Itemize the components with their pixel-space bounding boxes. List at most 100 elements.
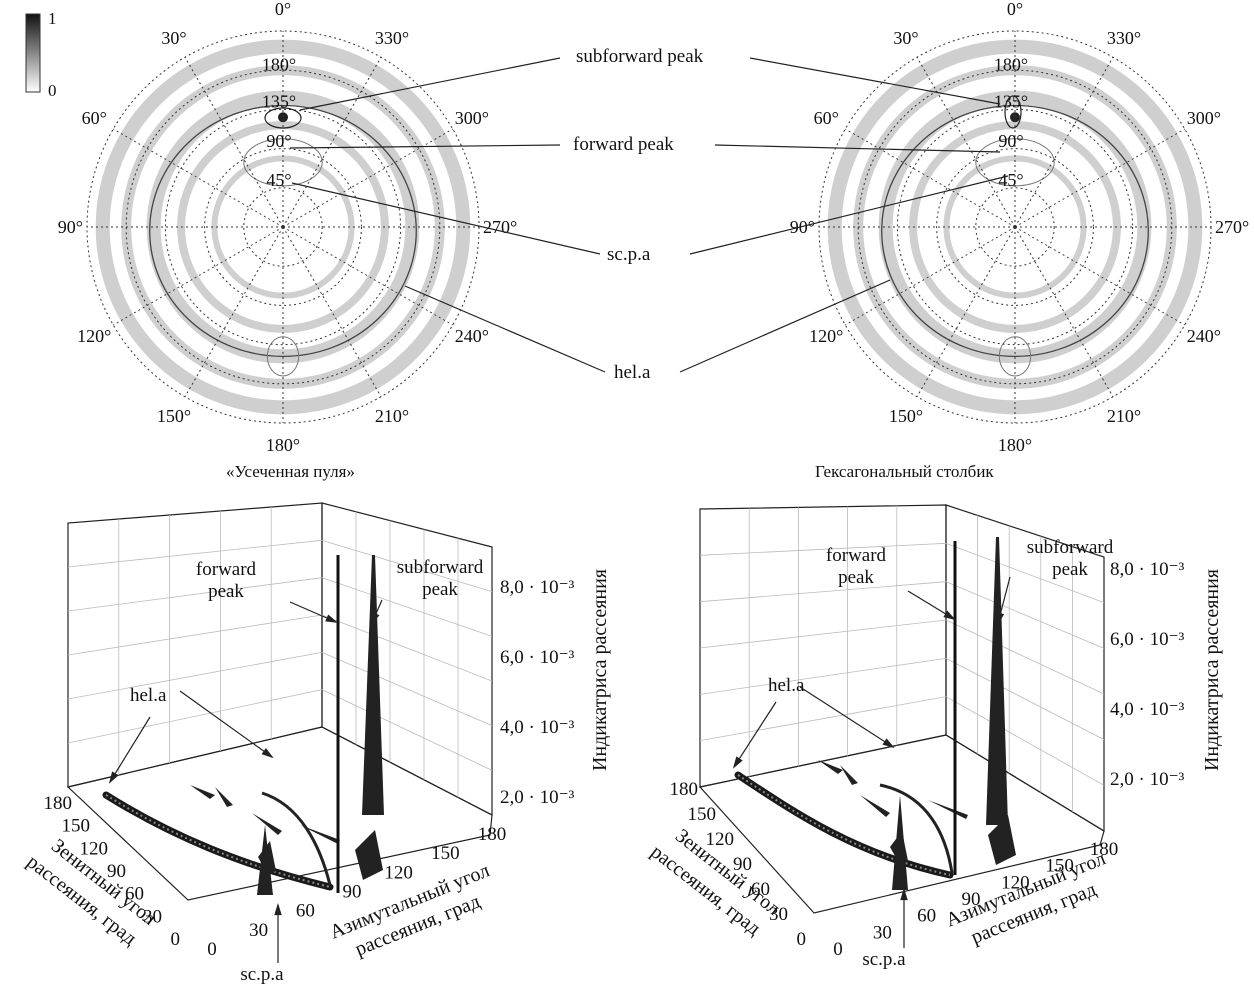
grid-line — [67, 689, 323, 744]
z-tick-label: 4,0 · 10⁻³ — [500, 717, 575, 738]
arrow-line — [733, 701, 777, 768]
z-axis-title: Индикатриса рассеяния — [589, 569, 611, 771]
z-tick-label: 2,0 · 10⁻³ — [500, 787, 575, 808]
zenith-tick-label: 30 — [769, 904, 788, 925]
zenith-label: 180° — [994, 54, 1028, 74]
wall-grid — [67, 507, 493, 798]
azimuth-label: 300° — [455, 108, 489, 128]
hela-label: hel.a — [614, 362, 651, 383]
z-tick-label: 6,0 · 10⁻³ — [500, 647, 575, 668]
azimuth-tick-label: 120 — [1001, 872, 1030, 893]
z-axis-title: Индикатриса рассеяния — [1201, 569, 1223, 771]
zenith-label: 45° — [266, 170, 291, 190]
grid-line — [699, 657, 947, 695]
colorbar-max: 1 — [48, 10, 57, 28]
subforward-peak-spike — [362, 555, 384, 815]
forward-label: peak — [208, 581, 244, 602]
zenith-tick-label: 120 — [80, 838, 109, 859]
zenith-tick-label: 0 — [797, 929, 807, 950]
annotation-arrows — [108, 599, 383, 963]
azimuth-label: 330° — [1107, 28, 1141, 48]
subforward-peak-label: subforward peak — [576, 46, 704, 67]
azimuth-tick-label: 90 — [343, 882, 362, 903]
hela-ridge — [734, 771, 954, 879]
z-tick-label: 2,0 · 10⁻³ — [1110, 769, 1185, 790]
arrow-head — [274, 902, 282, 916]
grid-line — [945, 696, 1105, 786]
azimuth-label: 300° — [1187, 108, 1221, 128]
azimuth-tick-label: 150 — [1045, 856, 1074, 877]
surface-fragment — [190, 785, 215, 799]
grid-circle — [936, 148, 1094, 306]
azimuth-tick-label: 60 — [296, 901, 315, 922]
grid-line — [67, 577, 323, 612]
surface-fragment — [818, 760, 843, 774]
floor — [66, 726, 493, 901]
azimuth-label: 240° — [1187, 326, 1221, 346]
callout-layer: subforward peak forward peak sc.p.a hel.… — [264, 46, 1022, 383]
zenith-tick-label: 90 — [733, 854, 752, 875]
back-wall-left — [699, 504, 947, 788]
grid-line — [699, 581, 947, 603]
grid-line — [67, 651, 323, 700]
zenith-tick-label: 120 — [706, 829, 735, 850]
grid-circle — [975, 187, 1055, 267]
subforward-label: subforward — [1027, 537, 1114, 558]
azimuth-label: 210° — [1107, 406, 1141, 426]
grid-circle — [164, 108, 402, 346]
azimuth-label: 120° — [77, 326, 111, 346]
arrow-line — [799, 686, 894, 748]
zenith-label: 135° — [994, 92, 1028, 112]
surface-fragment — [252, 813, 282, 835]
hela-ridge — [102, 791, 334, 891]
back-wall-left — [67, 502, 323, 788]
azimuth-label: 60° — [814, 108, 839, 128]
arrow-head — [996, 612, 1005, 625]
grid-line — [699, 619, 947, 649]
azimuth-tick-label: 90 — [962, 889, 981, 910]
surface-plot-right: forwardpeaksubforwardpeakhel.asc.p.a2,0 … — [647, 504, 1223, 970]
azimuth-tick-label: 150 — [431, 843, 460, 864]
azimuth-tick-label: 60 — [917, 906, 936, 927]
z-tick-label: 4,0 · 10⁻³ — [1110, 699, 1185, 720]
grid-line — [699, 696, 947, 742]
forward-label: forward — [826, 545, 887, 566]
grid-line — [699, 542, 947, 556]
zenith-tick-label: 180 — [670, 779, 699, 800]
annotation-arrows — [732, 576, 1011, 948]
surface-fragment — [355, 830, 383, 880]
arrow-head — [261, 748, 274, 759]
azimuth-label: 210° — [375, 406, 409, 426]
azimuth-label: 270° — [483, 217, 517, 237]
grid-line — [67, 539, 323, 568]
arrow-head — [943, 610, 956, 621]
azimuth-tick-label: 120 — [384, 862, 413, 883]
z-tick-label: 8,0 · 10⁻³ — [500, 577, 575, 598]
azimuth-label: 270° — [1215, 217, 1249, 237]
scpa-label: sc.p.a — [240, 964, 284, 985]
grid-line — [945, 542, 1105, 604]
zenith-tick-label: 60 — [751, 879, 770, 900]
grid-circle — [243, 187, 323, 267]
hela-ridge-texture — [105, 794, 331, 888]
azimuth-label: 330° — [375, 28, 409, 48]
wall-grid — [699, 505, 1105, 812]
zenith-tick-label: 30 — [143, 906, 162, 927]
halo-arc — [266, 336, 300, 377]
colorbar-min: 0 — [48, 81, 57, 100]
scpa-spike — [892, 795, 908, 890]
azimuth-label: 30° — [161, 28, 186, 48]
azimuth-label: 150° — [157, 406, 191, 426]
caption-left: «Усеченная пуля» — [226, 462, 355, 481]
arrow-head — [882, 738, 895, 749]
halo-arc-3d — [879, 783, 954, 874]
azimuth-tick-label: 30 — [249, 920, 268, 941]
grid-line — [321, 539, 493, 593]
azimuth-label: 240° — [455, 326, 489, 346]
grid-circle — [896, 108, 1134, 346]
zenith-label: 45° — [998, 170, 1023, 190]
floor — [698, 734, 1105, 914]
azimuth-label: 30° — [893, 28, 918, 48]
arrow-head — [371, 612, 380, 625]
